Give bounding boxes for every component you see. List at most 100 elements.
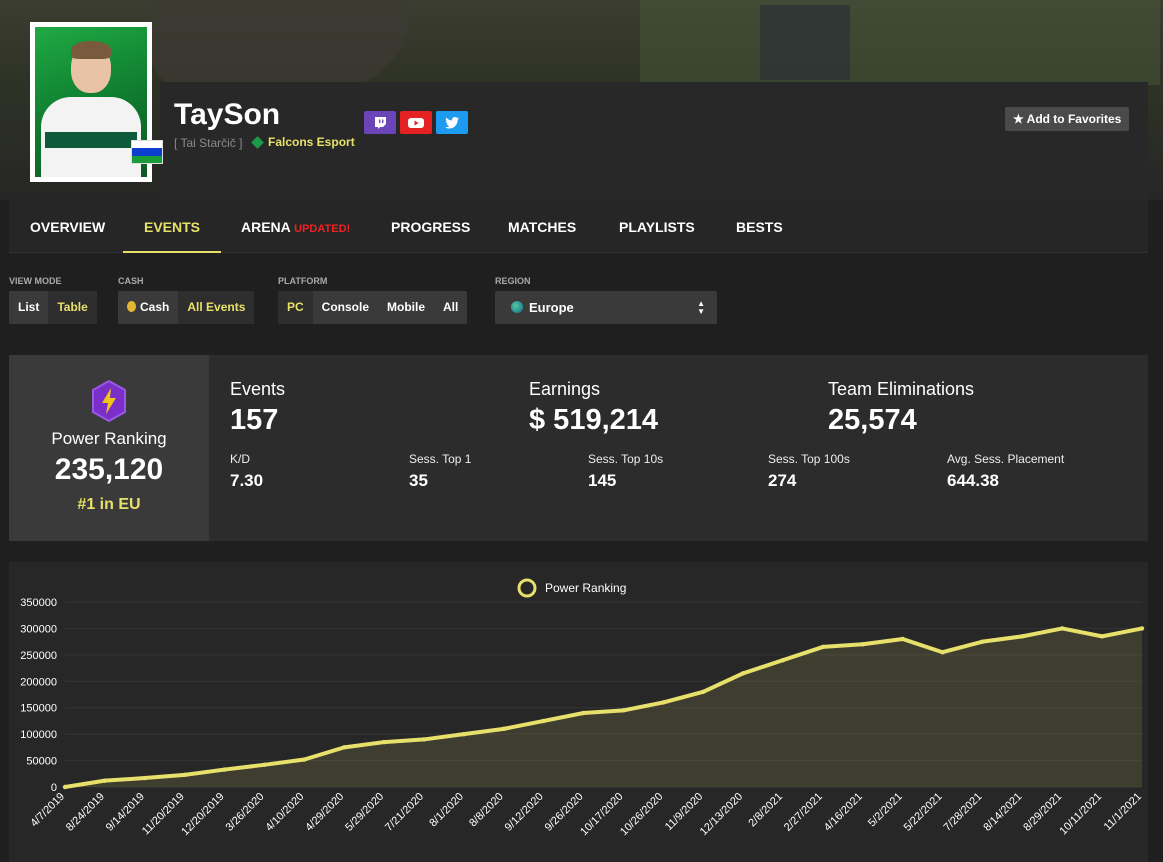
player-name: TaySon xyxy=(174,98,281,131)
profile-tabs: OVERVIEW EVENTS ARENA UPDATED! PROGRESS … xyxy=(9,200,1148,253)
x-tick-label: 4/16/2021 xyxy=(822,791,865,834)
data-point xyxy=(541,718,546,724)
kd-value: 7.30 xyxy=(230,471,264,490)
banner-art xyxy=(640,0,1160,85)
data-point xyxy=(820,644,826,650)
x-tick-label: 12/13/2020 xyxy=(698,791,745,838)
power-ranking-box: Power Ranking 235,120 #1 in EU xyxy=(9,355,209,541)
tab-matches[interactable]: MATCHES xyxy=(508,219,577,235)
twitter-button[interactable] xyxy=(436,111,468,134)
series-area xyxy=(65,628,1142,787)
x-tick-label: 7/28/2021 xyxy=(941,791,984,834)
kd-label: K/D xyxy=(230,452,251,466)
updated-badge: UPDATED! xyxy=(294,223,351,235)
x-tick-label: 10/26/2020 xyxy=(618,791,665,838)
data-point xyxy=(102,778,108,783)
add-to-favorites-button[interactable]: ★ Add to Favorites xyxy=(1005,107,1130,131)
platform-all[interactable]: All xyxy=(443,300,459,314)
x-tick-label: 8/24/2019 xyxy=(64,791,107,834)
data-point xyxy=(222,767,227,772)
x-tick-label: 5/29/2020 xyxy=(343,791,386,834)
y-tick-label: 100000 xyxy=(20,729,57,741)
region-value: Europe xyxy=(529,300,574,315)
y-tick-label: 250000 xyxy=(20,650,57,662)
top100-value: 274 xyxy=(768,471,797,490)
cash-toggle: Cash All Events xyxy=(118,291,255,324)
x-tick-label: 9/12/2020 xyxy=(503,791,546,834)
x-tick-label: 11/1/2021 xyxy=(1102,791,1145,834)
data-point xyxy=(1020,634,1025,639)
platform-pc[interactable]: PC xyxy=(278,291,313,324)
x-tick-label: 10/11/2021 xyxy=(1057,791,1104,838)
profile-header xyxy=(160,82,1148,200)
player-avatar xyxy=(30,22,152,182)
data-point xyxy=(262,762,267,767)
x-tick-label: 2/8/2021 xyxy=(746,791,785,830)
x-tick-label: 8/14/2021 xyxy=(981,791,1024,834)
platform-console[interactable]: Console xyxy=(321,300,370,314)
data-point xyxy=(1099,634,1105,639)
tab-events[interactable]: EVENTS xyxy=(122,200,222,253)
data-point xyxy=(980,639,985,644)
cash-option[interactable]: Cash xyxy=(118,291,178,324)
x-tick-label: 7/21/2020 xyxy=(383,791,426,834)
stats-panel: Power Ranking 235,120 #1 in EU Events 15… xyxy=(9,355,1148,541)
platform-mobile[interactable]: Mobile xyxy=(387,300,426,314)
earnings-label: Earnings xyxy=(529,379,601,399)
chart-svg: 0 50000 100000 150000 200000 250000 300000 3500… xyxy=(20,578,1145,838)
data-point xyxy=(900,636,905,642)
view-mode-table[interactable]: Table xyxy=(48,291,97,324)
data-point xyxy=(940,650,945,655)
data-point xyxy=(740,671,746,676)
x-tick-label: 4/7/2019 xyxy=(28,791,67,830)
youtube-button[interactable] xyxy=(400,111,432,134)
x-tick-label: 11/9/2020 xyxy=(663,791,706,834)
x-tick-label: 4/10/2020 xyxy=(263,791,306,834)
data-point xyxy=(62,784,68,790)
data-point xyxy=(342,745,347,750)
data-point xyxy=(461,731,467,737)
tab-playlists[interactable]: PLAYLISTS xyxy=(619,219,695,235)
data-point xyxy=(661,700,666,705)
x-tick-label: 3/26/2020 xyxy=(223,791,266,834)
data-point xyxy=(1139,626,1145,631)
data-point xyxy=(381,739,387,745)
events-value: 157 xyxy=(230,404,279,436)
power-ranking-chart: 0 50000 100000 150000 200000 250000 300000 3500… xyxy=(9,562,1148,862)
platform-toggle: PC Console Mobile All xyxy=(278,291,468,324)
tab-arena[interactable]: ARENA UPDATED! xyxy=(241,219,351,235)
all-events-option[interactable]: All Events xyxy=(178,291,255,324)
data-point xyxy=(860,642,865,647)
cash-label: CASH xyxy=(118,276,144,286)
team-elims-label: Team Eliminations xyxy=(828,379,975,399)
y-tick-label: 350000 xyxy=(20,597,57,609)
tab-progress[interactable]: PROGRESS xyxy=(391,219,471,235)
twitch-button[interactable] xyxy=(364,111,396,134)
data-point xyxy=(581,710,586,716)
y-tick-label: 150000 xyxy=(20,703,57,715)
tab-bests[interactable]: BESTS xyxy=(736,219,783,235)
youtube-icon xyxy=(408,117,424,128)
top1-value: 35 xyxy=(409,471,428,490)
power-ranking-label: Power Ranking xyxy=(51,429,167,448)
data-point xyxy=(182,772,187,778)
power-ranking-rank: #1 in EU xyxy=(77,496,141,513)
x-tick-label: 5/2/2021 xyxy=(866,791,905,830)
platform-label: PLATFORM xyxy=(278,276,328,286)
region-select[interactable]: Europe ▲ ▼ xyxy=(495,291,717,324)
coin-icon xyxy=(127,301,136,312)
x-tick-label: 8/8/2020 xyxy=(467,791,506,830)
view-mode-list[interactable]: List xyxy=(18,300,40,314)
x-tick-label: 12/20/2019 xyxy=(179,791,226,838)
tab-overview[interactable]: OVERVIEW xyxy=(30,219,106,235)
x-tick-label: 8/1/2020 xyxy=(427,791,466,830)
team-elims-value: 25,574 xyxy=(828,404,917,436)
team-link[interactable]: Falcons Esport xyxy=(251,135,355,149)
data-point xyxy=(501,726,506,732)
top10-label: Sess. Top 10s xyxy=(588,452,664,466)
twitter-icon xyxy=(445,116,459,128)
team-name: Falcons Esport xyxy=(268,135,355,149)
top1-label: Sess. Top 1 xyxy=(409,452,472,466)
y-tick-label: 200000 xyxy=(20,676,57,688)
legend-marker xyxy=(517,578,537,598)
